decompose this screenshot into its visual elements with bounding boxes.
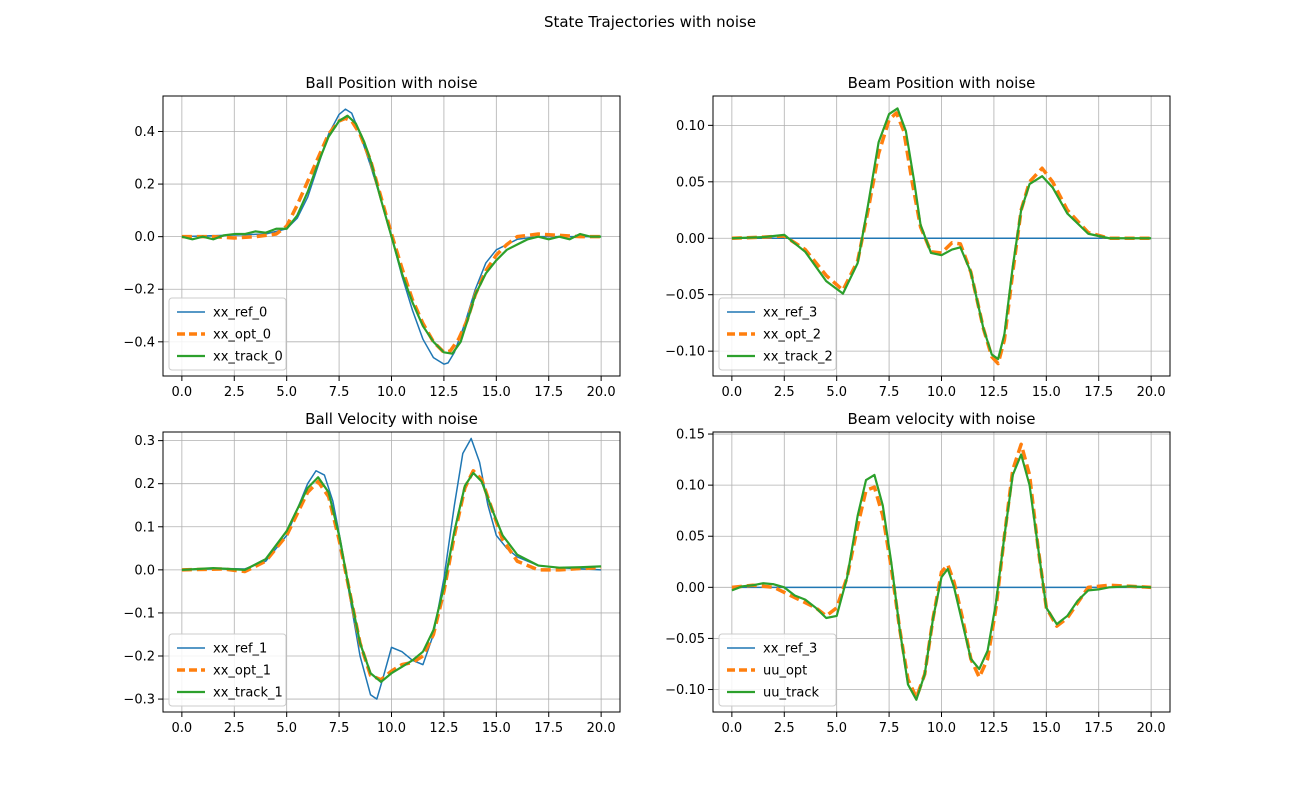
ball-velocity-xtick-label: 2.5	[224, 721, 245, 736]
beam-position-xtick-label: 2.5	[774, 385, 795, 400]
beam-position-legend-box	[718, 297, 837, 371]
beam-position-xtick-label: 20.0	[1137, 385, 1166, 400]
ball-velocity-ytick-label: 0.2	[134, 477, 155, 492]
ball-position-xtick-label: 10.0	[377, 385, 406, 400]
beam-velocity-ytick-label: 0.05	[676, 530, 705, 545]
beam-position-series-xx-opt-2	[731, 111, 1152, 366]
beam-velocity-ytick-label: −0.10	[665, 683, 705, 698]
ball-position-xtick-label: 0.0	[172, 385, 193, 400]
ball-position-legend-label: xx_track_0	[213, 350, 283, 365]
beam-velocity-xtick-label: 20.0	[1137, 721, 1166, 736]
ball-velocity-xtick-label: 20.0	[587, 721, 616, 736]
ball-velocity-legend: xx_ref_1 xx_opt_1 xx_track_1	[168, 633, 287, 707]
beam-velocity-ytick-label: 0.00	[676, 581, 705, 596]
ball-velocity-panel: 0.0 2.5 5.0 7.5 10.0 12.5 15.0 17.5 20.0 −0.3 −0.2…	[123, 410, 621, 736]
beam-velocity-legend-box	[718, 633, 837, 707]
ball-position-xtick-label: 2.5	[224, 385, 245, 400]
beam-position-xtick-label: 7.5	[879, 385, 900, 400]
beam-position-title: Beam Position with noise	[848, 74, 1036, 92]
beam-position-xtick-label: 15.0	[1032, 385, 1061, 400]
ball-position-xtick-label: 20.0	[587, 385, 616, 400]
ball-velocity-xtick-label: 15.0	[482, 721, 511, 736]
ball-velocity-ytick-label: −0.1	[123, 606, 155, 621]
ball-position-xtick-label: 7.5	[329, 385, 350, 400]
beam-position-xtick-label: 17.5	[1084, 385, 1113, 400]
ball-velocity-series-xx-track-1	[181, 471, 602, 683]
ball-velocity-legend-box	[168, 633, 287, 707]
beam-velocity-legend-label: uu_opt	[763, 664, 807, 679]
beam-position-xtick-label: 5.0	[826, 385, 847, 400]
ball-position-ytick-label: 0.4	[134, 125, 155, 140]
beam-velocity-xtick-label: 17.5	[1084, 721, 1113, 736]
ball-velocity-legend-label: xx_opt_1	[213, 664, 271, 679]
ball-velocity-xtick-label: 5.0	[276, 721, 297, 736]
beam-position-legend-label: xx_track_2	[763, 350, 833, 365]
ball-position-legend: xx_ref_0 xx_opt_0 xx_track_0	[168, 297, 287, 371]
beam-velocity-xtick-label: 15.0	[1032, 721, 1061, 736]
ball-velocity-legend-label: xx_ref_1	[213, 642, 267, 657]
beam-velocity-ytick-label: 0.10	[676, 479, 705, 494]
beam-position-ytick-label: −0.10	[665, 345, 705, 360]
beam-velocity-xtick-label: 7.5	[879, 721, 900, 736]
beam-position-panel: 0.0 2.5 5.0 7.5 10.0 12.5 15.0 17.5 20.0 −0.10 −0.…	[665, 74, 1171, 400]
figure-title: State Trajectories with noise	[544, 13, 756, 31]
beam-position-legend: xx_ref_3 xx_opt_2 xx_track_2	[718, 297, 837, 371]
beam-velocity-ytick-label: −0.05	[665, 632, 705, 647]
ball-velocity-series-xx-opt-1	[181, 469, 602, 682]
ball-position-ytick-label: −0.2	[123, 283, 155, 298]
ball-velocity-ytick-label: 0.0	[134, 563, 155, 578]
ball-velocity-ytick-label: 0.1	[134, 520, 155, 535]
beam-position-ytick-label: 0.05	[676, 175, 705, 190]
ball-velocity-xtick-label: 17.5	[534, 721, 563, 736]
ball-velocity-xtick-label: 0.0	[172, 721, 193, 736]
ball-position-legend-label: xx_ref_0	[213, 306, 267, 321]
beam-position-ytick-label: 0.10	[676, 119, 705, 134]
beam-position-xtick-label: 12.5	[979, 385, 1008, 400]
beam-position-ytick-label: 0.00	[676, 232, 705, 247]
beam-velocity-legend: xx_ref_3 uu_opt uu_track	[718, 633, 837, 707]
beam-position-ytick-label: −0.05	[665, 288, 705, 303]
ball-position-xtick-label: 5.0	[276, 385, 297, 400]
ball-velocity-xtick-label: 7.5	[329, 721, 350, 736]
beam-position-xtick-label: 0.0	[722, 385, 743, 400]
ball-velocity-legend-label: xx_track_1	[213, 686, 283, 701]
ball-position-xtick-label: 12.5	[429, 385, 458, 400]
ball-position-legend-label: xx_opt_0	[213, 328, 271, 343]
beam-velocity-xtick-label: 12.5	[979, 721, 1008, 736]
beam-velocity-series-uu-track	[731, 453, 1152, 701]
beam-velocity-legend-label: xx_ref_3	[763, 642, 817, 657]
beam-velocity-panel: 0.0 2.5 5.0 7.5 10.0 12.5 15.0 17.5 20.0 −0.10 −0.…	[665, 410, 1171, 736]
ball-position-ytick-label: −0.4	[123, 335, 155, 350]
ball-velocity-ytick-label: −0.3	[123, 693, 155, 708]
beam-position-series-xx-track-2	[731, 107, 1152, 361]
beam-position-xtick-label: 10.0	[927, 385, 956, 400]
ball-position-title: Ball Position with noise	[305, 74, 477, 92]
beam-velocity-ytick-label: 0.15	[676, 428, 705, 443]
ball-velocity-xtick-label: 12.5	[429, 721, 458, 736]
ball-position-xtick-label: 15.0	[482, 385, 511, 400]
ball-position-series-xx-track-0	[181, 114, 602, 355]
beam-velocity-title: Beam velocity with noise	[848, 410, 1036, 428]
ball-position-panel: 0.0 2.5 5.0 7.5 10.0 12.5 15.0 17.5 20.0 −0.4 −0.2…	[123, 74, 621, 400]
beam-velocity-xtick-label: 10.0	[927, 721, 956, 736]
ball-position-ytick-label: 0.2	[134, 178, 155, 193]
beam-position-legend-label: xx_opt_2	[763, 328, 821, 343]
beam-velocity-xtick-label: 0.0	[722, 721, 743, 736]
beam-velocity-legend-label: uu_track	[763, 686, 820, 701]
beam-velocity-xtick-label: 5.0	[826, 721, 847, 736]
ball-position-ytick-label: 0.0	[134, 230, 155, 245]
ball-velocity-xtick-label: 10.0	[377, 721, 406, 736]
beam-position-legend-label: xx_ref_3	[763, 306, 817, 321]
ball-velocity-ytick-label: −0.2	[123, 650, 155, 665]
ball-position-xtick-label: 17.5	[534, 385, 563, 400]
ball-velocity-title: Ball Velocity with noise	[305, 410, 478, 428]
ball-position-legend-box	[168, 297, 287, 371]
ball-velocity-ytick-label: 0.3	[134, 434, 155, 449]
beam-velocity-xtick-label: 2.5	[774, 721, 795, 736]
